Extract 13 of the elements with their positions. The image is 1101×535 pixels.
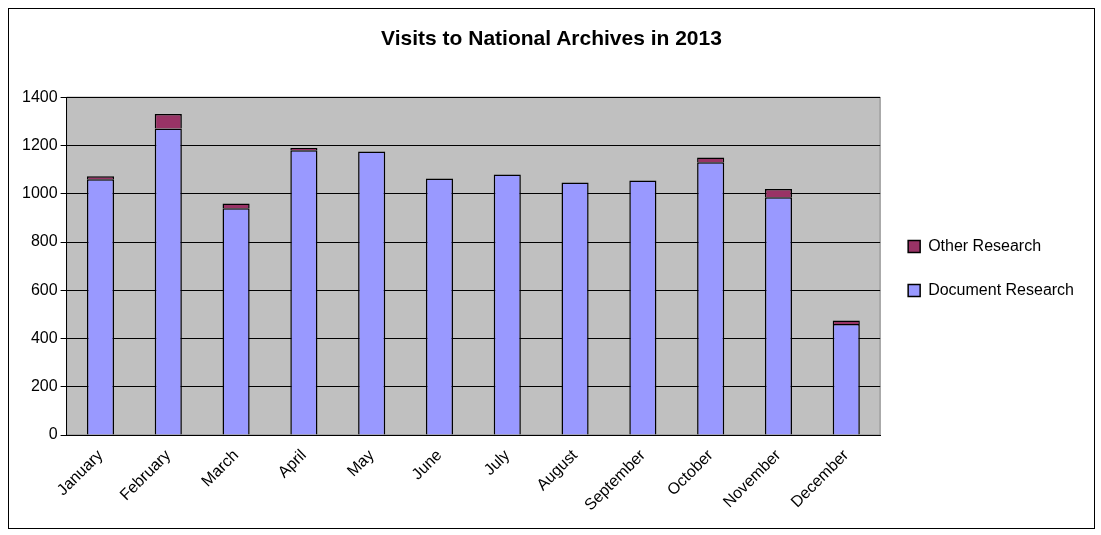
y-tick-label: 1200 bbox=[22, 135, 58, 153]
x-tick-label: May bbox=[343, 446, 377, 480]
y-tick-label: 1000 bbox=[22, 184, 58, 202]
chart-title: Visits to National Archives in 2013 bbox=[381, 26, 722, 50]
y-tick-label: 400 bbox=[30, 328, 58, 346]
legend-label: Document Research bbox=[928, 280, 1074, 298]
y-tick-label: 1400 bbox=[22, 87, 58, 105]
y-tick-label: 0 bbox=[48, 425, 58, 443]
legend-label: Other Research bbox=[928, 236, 1042, 254]
x-tick-label: July bbox=[480, 446, 513, 479]
y-tick-label: 600 bbox=[30, 280, 58, 298]
y-tick-label: 800 bbox=[30, 232, 58, 250]
y-tick-label: 200 bbox=[30, 377, 58, 395]
